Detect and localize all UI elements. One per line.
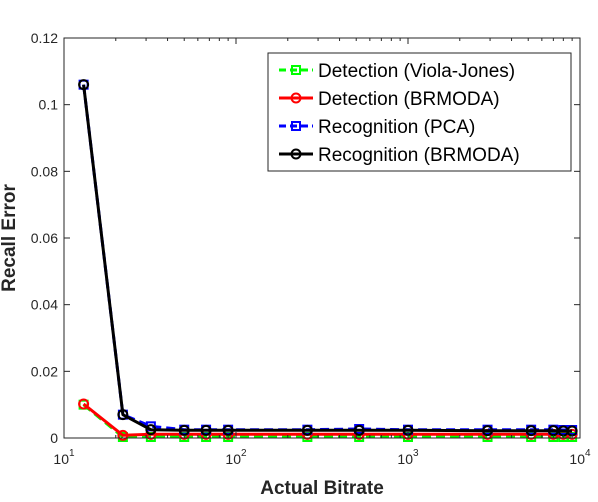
data-point [78,79,90,91]
data-point [117,409,129,421]
data-point [301,424,313,436]
y-tick-label: 0 [50,430,58,446]
data-point [482,425,494,437]
data-point [200,424,212,436]
y-tick-label: 0.04 [31,297,58,313]
data-point [117,429,129,441]
x-tick-label: 104 [569,448,591,467]
legend-marker [291,121,301,131]
data-point [353,424,365,436]
data-point [78,398,90,410]
legend-marker [291,65,301,75]
series-3 [78,79,578,437]
legend-item: Recognition (PCA) [279,117,475,138]
legend-label: Recognition (BRMODA) [318,145,520,166]
series-layer [78,79,578,442]
legend-label: Detection (Viola-Jones) [318,61,515,82]
legend-item: Detection (BRMODA) [279,89,500,110]
y-axis-title: Recall Error [0,184,20,292]
data-point [145,424,157,436]
y-tick-label: 0.1 [39,97,59,113]
legend-item: Recognition (BRMODA) [279,145,520,166]
x-tick-label: 101 [53,448,75,467]
legend-item: Detection (Viola-Jones) [279,61,515,82]
x-axis-title: Actual Bitrate [260,478,384,499]
data-point [222,424,234,436]
legend-box [267,52,572,172]
y-tick-label: 0.12 [31,30,58,46]
legend-label: Detection (BRMODA) [318,89,500,110]
y-tick-label: 0.02 [31,363,58,379]
legend: Detection (Viola-Jones) Detection (BRMODA… [267,52,572,172]
y-tick-label: 0.08 [31,163,58,179]
legend-marker [290,148,302,160]
x-tick-label: 103 [397,448,419,467]
legend-marker [290,92,302,104]
data-point [178,424,190,436]
y-tick-label: 0.06 [31,230,58,246]
axes-layer: 101 102 103 104 0 0.02 0.04 0.06 0.08 0.1 0.12 [31,30,591,467]
data-point [525,425,537,437]
legend-label: Recognition (PCA) [318,117,475,138]
x-tick-label: 102 [225,448,247,467]
